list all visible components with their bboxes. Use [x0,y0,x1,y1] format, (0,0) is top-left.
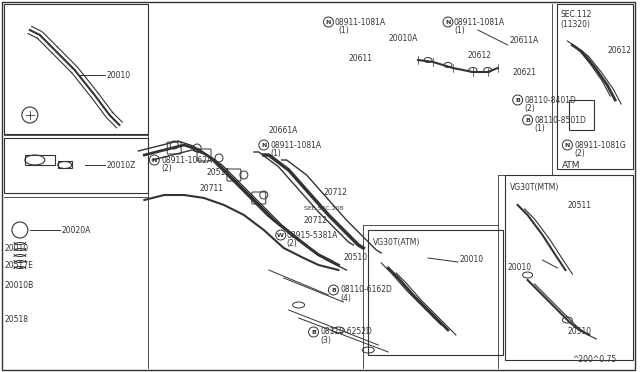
Text: 20010B: 20010B [5,280,34,289]
Text: 20010: 20010 [460,256,484,264]
Text: 08911-1081A: 08911-1081A [335,17,385,26]
Bar [4,138,148,193]
Text: ^200^0.75: ^200^0.75 [572,356,616,365]
Text: 08911-1081A: 08911-1081A [454,17,505,26]
Text: 20712: 20712 [323,187,348,196]
Bar [570,100,595,130]
Text: B: B [525,118,530,122]
Text: N: N [152,157,157,163]
Bar [505,175,633,360]
Text: 20612: 20612 [468,51,492,60]
Text: 08110-8501D: 08110-8501D [534,115,586,125]
Text: (4): (4) [340,294,351,302]
Text: 20511: 20511 [206,167,230,176]
Text: 20518: 20518 [5,315,29,324]
Text: SEE SEC.208: SEE SEC.208 [303,205,343,211]
Text: VG30T(MTM): VG30T(MTM) [509,183,559,192]
Text: (1): (1) [271,148,282,157]
Bar [4,4,148,134]
Text: (1): (1) [339,26,349,35]
Text: (2): (2) [574,148,585,157]
Text: 20517E: 20517E [5,260,34,269]
Text: 08911-1081G: 08911-1081G [574,141,626,150]
Text: 08911-1062A: 08911-1062A [161,155,212,164]
Text: N: N [564,142,570,148]
Text: (1): (1) [454,26,465,35]
Text: 20712: 20712 [303,215,328,224]
Text: N: N [445,19,451,25]
Text: 20661A: 20661A [269,125,298,135]
Text: 20010: 20010 [106,71,131,80]
Text: 20611: 20611 [348,54,372,62]
Text: 20611A: 20611A [509,35,539,45]
Text: B: B [311,330,316,334]
Text: (11320): (11320) [561,19,591,29]
Text: 08110-8401D: 08110-8401D [525,96,577,105]
Text: (2): (2) [287,238,298,247]
Text: W: W [277,232,284,237]
Bar [25,155,55,165]
Text: B: B [515,97,520,103]
Text: 20621: 20621 [513,67,537,77]
Text: 08110-6162D: 08110-6162D [340,285,392,295]
Text: N: N [326,19,331,25]
Text: (2): (2) [161,164,172,173]
Text: N: N [261,142,266,148]
Text: (2): (2) [525,103,535,112]
Text: 20511: 20511 [568,201,591,209]
Text: 20010A: 20010A [388,33,417,42]
Text: 08110-6252D: 08110-6252D [321,327,372,337]
Text: B: B [331,288,336,292]
Text: 20020A: 20020A [61,225,91,234]
Bar [368,230,502,355]
Text: 20010: 20010 [5,244,29,253]
Text: (1): (1) [534,124,545,132]
Text: 20510: 20510 [344,253,367,263]
Text: VG30T(ATM): VG30T(ATM) [373,237,420,247]
Text: 20010: 20010 [508,263,532,273]
Text: (3): (3) [321,336,332,344]
Text: 08915-5381A: 08915-5381A [287,231,338,240]
Bar [58,161,72,168]
Bar [557,4,633,169]
Text: SEC.112: SEC.112 [561,10,592,19]
Text: 20612: 20612 [607,45,631,55]
Text: 20510: 20510 [568,327,591,337]
Text: 20711: 20711 [199,183,223,192]
Text: 20010Z: 20010Z [106,160,136,170]
Text: 08911-1081A: 08911-1081A [271,141,322,150]
Text: ATM: ATM [563,160,581,170]
